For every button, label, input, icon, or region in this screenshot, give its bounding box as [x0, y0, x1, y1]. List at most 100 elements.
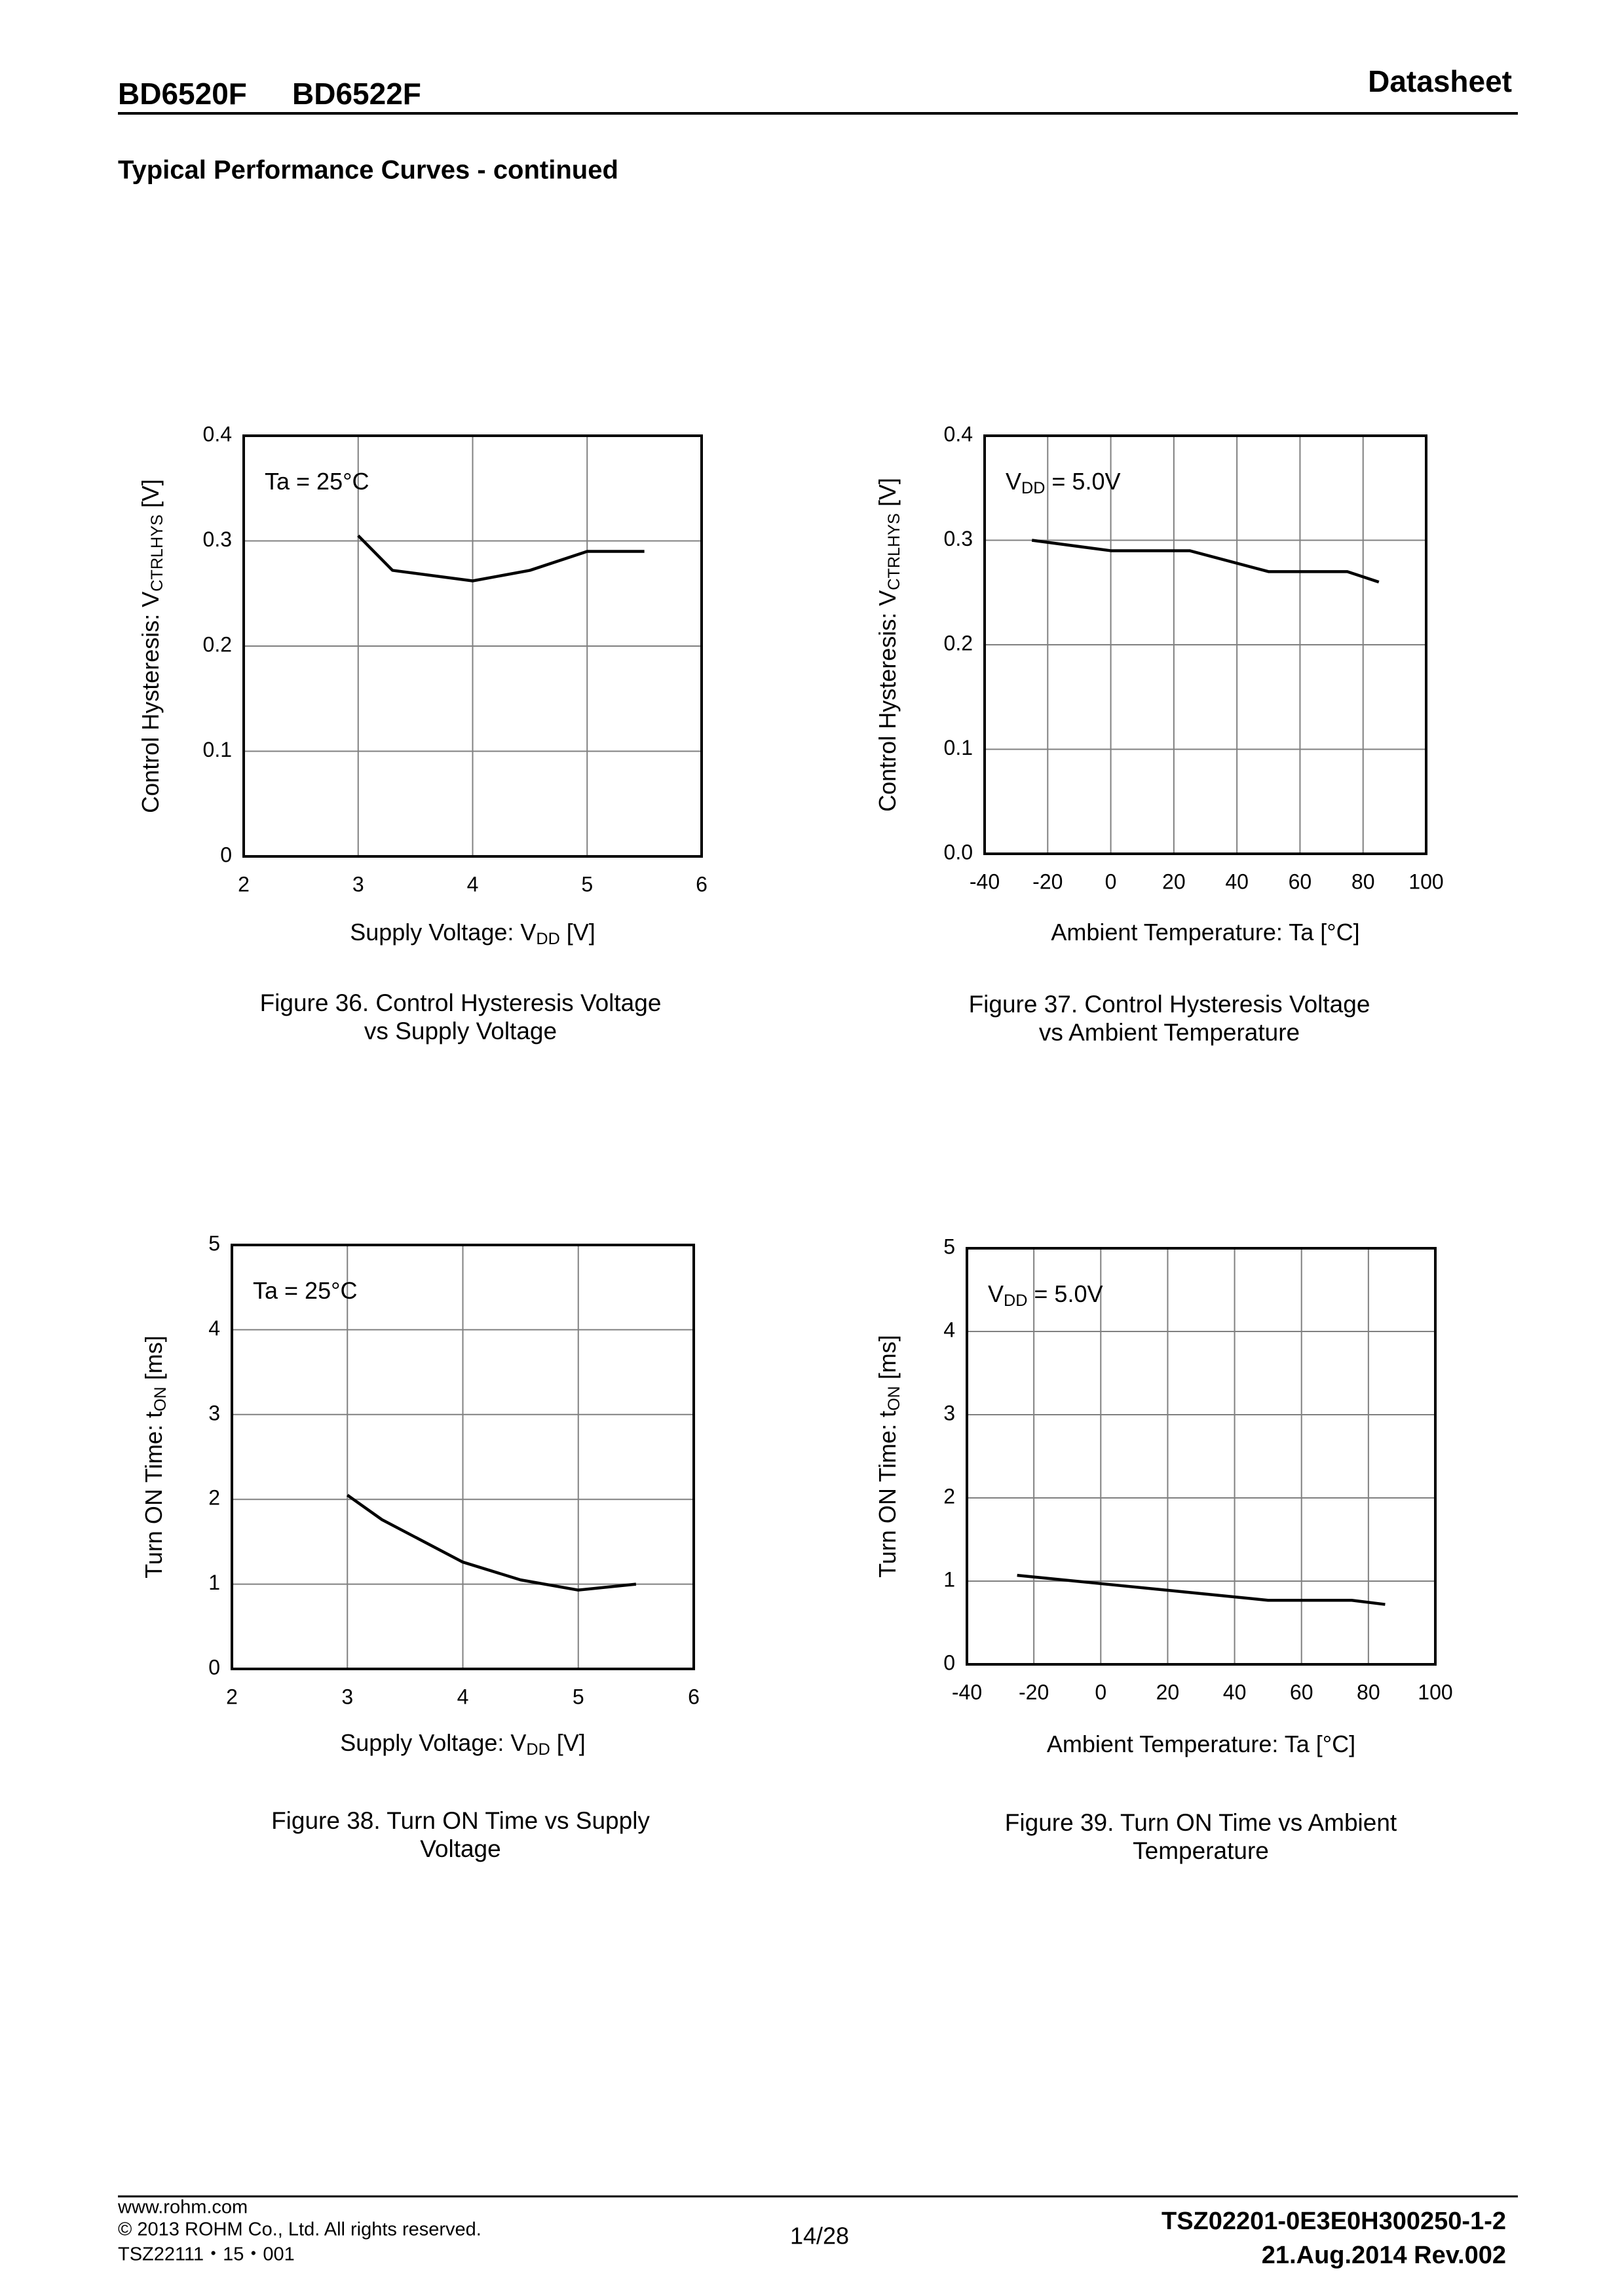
y-tick-label: 0.4 — [944, 422, 973, 446]
y-axis-label-part: Control Hysteresis: V — [874, 590, 901, 812]
x-axis-label: Ambient Temperature: Ta [°C] — [1047, 1731, 1355, 1757]
y-tick-label: 5 — [208, 1231, 220, 1255]
y-tick-label: 0.4 — [203, 422, 232, 446]
y-axis-label-part: Control Hysteresis: V — [137, 592, 164, 813]
x-axis-label-part: Ambient Temperature: Ta [°C] — [1051, 919, 1359, 946]
annotation-part: V — [1006, 468, 1021, 495]
y-tick-label: 2 — [208, 1486, 220, 1510]
part-number: BD6522F — [292, 77, 421, 111]
page-number: 14/28 — [790, 2223, 849, 2249]
figure-caption: Figure 36. Control Hysteresis Voltage — [260, 989, 662, 1016]
figure-caption: Figure 37. Control Hysteresis Voltage — [969, 991, 1370, 1018]
plot-frame — [231, 1244, 695, 1670]
y-tick-label: 3 — [208, 1401, 220, 1425]
x-tick-label: 4 — [457, 1685, 469, 1708]
y-tick-label: 0.3 — [203, 527, 232, 551]
x-tick-label: 2 — [238, 872, 250, 896]
annotation: VDD = 5.0V — [1006, 468, 1121, 497]
x-axis-label-part: DD — [526, 1740, 550, 1759]
x-axis-label: Ambient Temperature: Ta [°C] — [1051, 919, 1359, 946]
x-axis-label: Supply Voltage: VDD [V] — [340, 1729, 586, 1759]
y-tick-label: 0 — [208, 1655, 220, 1679]
x-tick-label: 80 — [1351, 870, 1375, 893]
annotation-part: = 5.0V — [1045, 468, 1120, 495]
x-tick-label: 20 — [1156, 1680, 1180, 1704]
x-tick-label: -20 — [1032, 870, 1063, 893]
data-line — [346, 1493, 637, 1592]
x-tick-label: 6 — [688, 1685, 700, 1708]
x-tick-label: -40 — [970, 870, 1000, 893]
y-tick-label: 0.1 — [944, 736, 973, 759]
y-axis-label-part: [ms] — [140, 1335, 167, 1387]
annotation-part: DD — [1004, 1292, 1027, 1310]
doc-code: TSZ22111・15・001 — [118, 2244, 295, 2265]
y-axis-label-part: ON — [885, 1386, 903, 1411]
annotation-part: Ta = 25°C — [253, 1277, 358, 1304]
annotation: Ta = 25°C — [265, 468, 369, 495]
y-tick-label: 4 — [943, 1318, 955, 1341]
x-tick-label: 100 — [1418, 1680, 1452, 1704]
x-tick-label: 3 — [352, 872, 364, 896]
x-tick-label: 5 — [573, 1685, 584, 1708]
data-line — [1031, 539, 1380, 584]
doc-type: Datasheet — [1368, 64, 1512, 98]
website: www.rohm.com — [117, 2197, 248, 2218]
x-tick-label: 60 — [1289, 870, 1312, 893]
y-tick-label: 0.2 — [944, 631, 973, 655]
y-tick-label: 3 — [943, 1401, 955, 1425]
annotation-part: = 5.0V — [1027, 1280, 1103, 1307]
y-axis-label: Control Hysteresis: VCTRLHYS [V] — [137, 479, 166, 813]
figure-caption: vs Supply Voltage — [364, 1018, 557, 1044]
x-axis-label-part: DD — [536, 930, 559, 948]
y-axis-label-part: Turn ON Time: t — [874, 1411, 901, 1578]
y-tick-label: 0.3 — [944, 527, 973, 550]
y-axis-label: Turn ON Time: tON [ms] — [140, 1335, 170, 1578]
y-axis-label: Control Hysteresis: VCTRLHYS [V] — [874, 478, 903, 812]
data-line — [1017, 1573, 1386, 1606]
y-tick-label: 0 — [220, 843, 232, 866]
y-tick-label: 5 — [943, 1234, 955, 1258]
y-tick-label: 1 — [208, 1571, 220, 1594]
x-axis-label-part: [V] — [550, 1729, 586, 1756]
y-tick-label: 1 — [943, 1567, 955, 1591]
y-axis-label-part: [V] — [137, 479, 164, 514]
revision: 21.Aug.2014 Rev.002 — [1262, 2242, 1506, 2269]
y-tick-label: 0.2 — [203, 632, 232, 656]
x-tick-label: 60 — [1290, 1680, 1313, 1704]
x-tick-label: 4 — [467, 872, 479, 896]
x-tick-label: 40 — [1225, 870, 1249, 893]
x-axis-label-part: [V] — [560, 919, 595, 946]
y-axis-label-part: [ms] — [874, 1335, 901, 1386]
copyright: © 2013 ROHM Co., Ltd. All rights reserve… — [118, 2219, 482, 2240]
annotation-part: DD — [1021, 479, 1045, 497]
y-tick-label: 0 — [943, 1651, 955, 1674]
x-tick-label: 0 — [1095, 1680, 1106, 1704]
x-axis-label-part: Ambient Temperature: Ta [°C] — [1047, 1731, 1355, 1757]
x-axis-label-part: Supply Voltage: V — [350, 919, 536, 946]
x-tick-label: -20 — [1019, 1680, 1049, 1704]
plot-frame — [966, 1247, 1437, 1666]
annotation: Ta = 25°C — [253, 1277, 358, 1304]
y-tick-label: 0.1 — [203, 738, 232, 761]
x-tick-label: -40 — [952, 1680, 982, 1704]
y-axis-label: Turn ON Time: tON [ms] — [874, 1335, 903, 1578]
x-tick-label: 3 — [341, 1685, 353, 1708]
y-tick-label: 4 — [208, 1316, 220, 1340]
x-tick-label: 0 — [1105, 870, 1117, 893]
x-axis-label-part: Supply Voltage: V — [340, 1729, 526, 1756]
plot-frame — [983, 434, 1427, 855]
plot-frame — [242, 434, 703, 858]
figure-caption: Temperature — [1133, 1837, 1269, 1864]
part-number: BD6520F — [118, 77, 247, 111]
x-tick-label: 2 — [226, 1685, 238, 1708]
figure-caption: Voltage — [420, 1835, 500, 1862]
annotation-part: V — [988, 1280, 1004, 1307]
x-tick-label: 100 — [1408, 870, 1443, 893]
figure-caption: Figure 39. Turn ON Time vs Ambient — [1005, 1809, 1397, 1836]
y-axis-label-part: Turn ON Time: t — [140, 1411, 167, 1578]
doc-number: TSZ02201-0E3E0H300250-1-2 — [1161, 2208, 1506, 2235]
figure-caption: Figure 38. Turn ON Time vs Supply — [271, 1807, 650, 1834]
annotation-part: Ta = 25°C — [265, 468, 369, 495]
